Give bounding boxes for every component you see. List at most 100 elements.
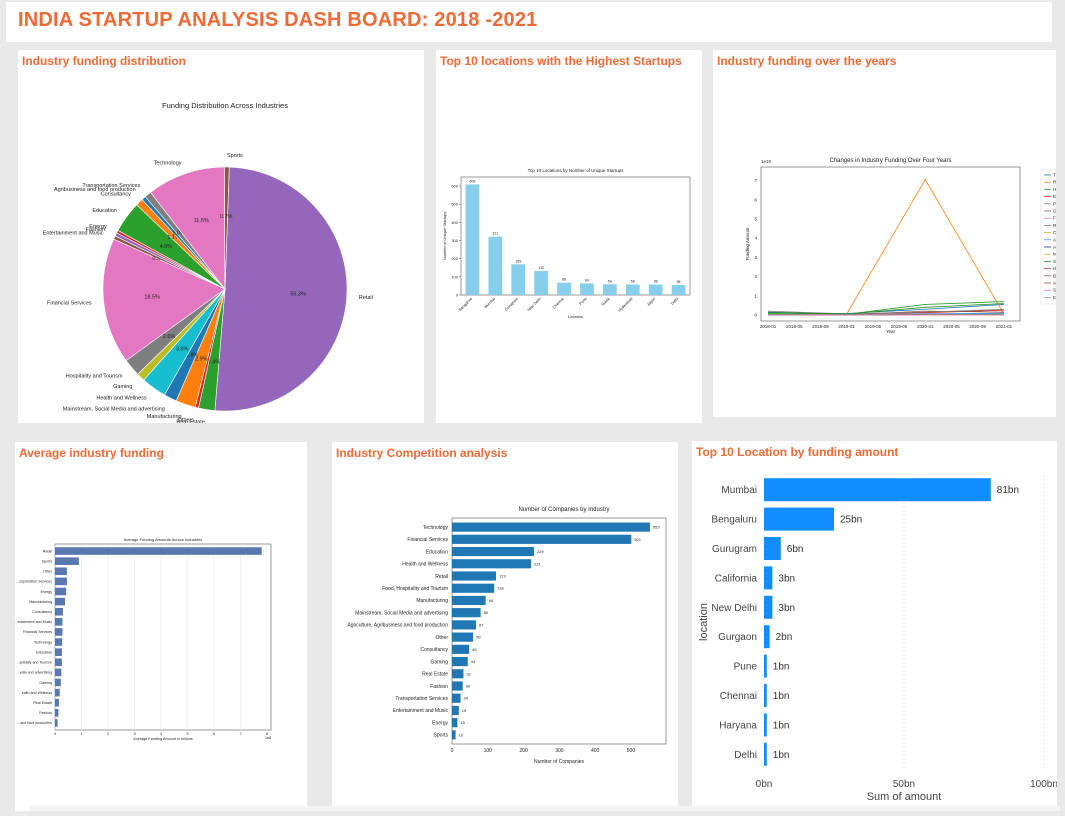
y-tick-label: Health and Wellness xyxy=(402,562,448,568)
bar-value-label: 3bn xyxy=(778,573,795,584)
x-tick-label: 50bn xyxy=(893,779,915,790)
bar xyxy=(488,237,502,295)
pie-label: Mainstream, Social Media and advertising xyxy=(63,407,165,413)
y-tick-label: ...ertainment and Music xyxy=(15,620,52,624)
bar-value-label: 58 xyxy=(631,279,635,283)
pie-label: Manufacturing xyxy=(147,414,182,420)
y-tick-label: Retail xyxy=(43,549,52,553)
x-tick-label: 1 xyxy=(80,732,82,736)
y-tick-label: Fashion xyxy=(39,711,52,715)
bar-value-label: 81bn xyxy=(997,485,1019,496)
y-tick-label: Agriculture, Agribusiness and food produ… xyxy=(347,623,448,629)
x-tick-label: 3 xyxy=(133,732,135,736)
bar xyxy=(672,285,686,295)
average-funding-chart: Average Funding Amounts Across Industrie… xyxy=(15,442,307,811)
y-tick-label: Energy xyxy=(41,590,53,594)
legend-label: H xyxy=(1053,266,1056,271)
bar xyxy=(55,719,58,727)
x-tick-label: 5 xyxy=(186,732,188,736)
bar-value-label: 1bn xyxy=(773,662,790,673)
bar xyxy=(452,584,494,593)
y-tick-label: Consultancy xyxy=(32,610,52,614)
plot-frame xyxy=(761,167,1020,321)
bar-value-label: 48 xyxy=(472,647,477,652)
bar-value-label: 2bn xyxy=(776,632,793,643)
y-tick-label: Real Estate xyxy=(33,701,52,705)
bar xyxy=(764,713,767,736)
x-tick-label: New Delhi xyxy=(527,297,542,312)
y-tick-label: 1 xyxy=(754,293,757,298)
bar xyxy=(534,271,548,295)
y-axis-label: Number of Unique Startups xyxy=(442,212,447,260)
legend-label: E xyxy=(1053,295,1056,300)
legend-label: S xyxy=(1053,259,1056,264)
legend-label: S xyxy=(1053,288,1056,293)
bar-value-label: 55 xyxy=(677,280,681,284)
bar xyxy=(603,284,617,295)
x-tick-label: Mumbai xyxy=(484,297,496,309)
funding-line-chart: Changes in Industry Funding Over Four Ye… xyxy=(713,50,1056,417)
bar xyxy=(452,633,473,642)
bar-value-label: 25bn xyxy=(840,515,862,526)
scroll-strip xyxy=(30,806,1060,811)
y-tick-label: Delhi xyxy=(734,750,757,761)
bar xyxy=(764,684,767,707)
bar-value-label: 24 xyxy=(464,696,469,701)
bar xyxy=(452,596,486,605)
panel-competition[interactable]: Industry Competition analysis Number of … xyxy=(332,442,678,811)
panel-title: Top 10 Location by funding amount xyxy=(696,445,898,459)
bar-value-label: 123 xyxy=(499,574,506,579)
panel-title: Industry funding distribution xyxy=(22,54,186,68)
y-tick-label: Other xyxy=(435,635,448,641)
pie-label: Energy xyxy=(89,224,107,230)
x-tick-label: 500 xyxy=(627,748,636,754)
bar-value-label: 501 xyxy=(634,537,641,542)
y-tick-label: Sports xyxy=(42,559,53,563)
legend-label: E xyxy=(1053,194,1056,199)
legend-label: A xyxy=(1053,245,1056,250)
y-tick-label: Education xyxy=(426,549,448,555)
bar-value-label: 3bn xyxy=(778,603,795,614)
y-tick-label: Fashion xyxy=(430,684,448,690)
y-tick-label: 6 xyxy=(754,197,757,202)
chart-title: Average Funding Amounts Across Industrie… xyxy=(124,537,203,542)
y-tick-label: Energy xyxy=(432,720,448,726)
legend-label: B xyxy=(1053,273,1056,278)
bar-value-label: 68 xyxy=(562,278,566,282)
bar-value-label: 1bn xyxy=(773,691,790,702)
panel-industry-funding-distribution[interactable]: Industry funding distribution Funding Di… xyxy=(18,50,424,423)
y-axis-label: location xyxy=(698,603,710,641)
y-tick-label: Financial Services xyxy=(23,630,52,634)
panel-title: Industry Competition analysis xyxy=(336,446,507,460)
y-tick-label: Manufacturing xyxy=(29,600,52,604)
bar xyxy=(55,658,62,666)
x-tick-label: 2019-01 xyxy=(838,324,855,329)
x-tick-label: 300 xyxy=(555,748,564,754)
panel-top-locations[interactable]: Top 10 locations with the Highest Startu… xyxy=(436,50,702,423)
y-tick-label: Other xyxy=(43,570,53,574)
chart-title: Number of Companies by Industry xyxy=(518,507,609,513)
y-tick-label: 2 xyxy=(754,274,757,279)
bar-value-label: 609 xyxy=(470,179,476,183)
panel-average-funding[interactable]: Average industry funding Average Funding… xyxy=(15,442,307,811)
scale-label: 1e10 xyxy=(761,159,772,164)
panel-title: Industry funding over the years xyxy=(717,54,896,68)
x-tick-label: 0 xyxy=(54,732,56,736)
panel-funding-over-years[interactable]: Industry funding over the years Changes … xyxy=(713,50,1056,417)
x-axis-label: Location xyxy=(568,314,583,319)
bar xyxy=(452,730,456,739)
bar xyxy=(452,706,459,715)
pie-label: Financial Services xyxy=(47,301,92,307)
x-tick-label: 100bn xyxy=(1030,779,1057,790)
bar xyxy=(55,689,60,697)
y-tick-label: 300 xyxy=(451,238,458,243)
y-tick-label: Retail xyxy=(435,574,448,580)
bar xyxy=(626,284,640,295)
x-tick-label: 100 xyxy=(484,748,493,754)
bar xyxy=(452,571,496,580)
pie-pct: 2.6% xyxy=(163,334,176,340)
y-tick-label: Pune xyxy=(734,662,758,673)
x-tick-label: 2 xyxy=(107,732,109,736)
